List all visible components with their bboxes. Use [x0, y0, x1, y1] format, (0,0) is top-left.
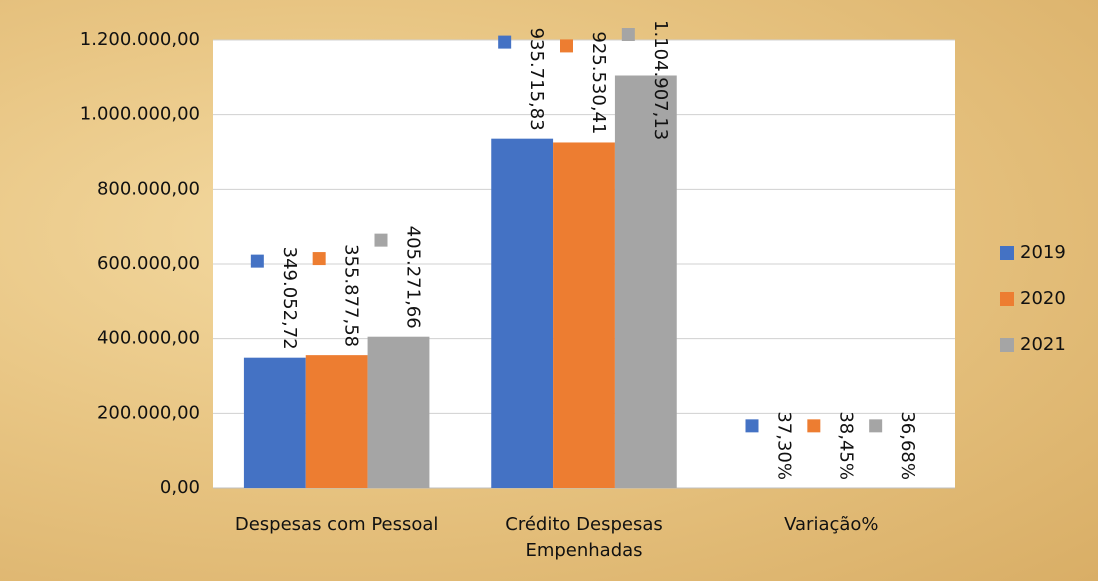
data-label: 349.052,72 — [279, 247, 300, 350]
legend-label: 2020 — [1020, 288, 1066, 309]
legend-key — [1000, 338, 1014, 352]
data-label-key — [807, 419, 821, 433]
y-tick-label: 200.000,00 — [97, 402, 200, 423]
legend-label: 2019 — [1020, 242, 1066, 263]
data-label-key — [745, 419, 759, 433]
y-tick-label: 400.000,00 — [97, 328, 200, 349]
data-label: 1.104.907,13 — [650, 20, 671, 140]
data-label: 405.271,66 — [403, 226, 424, 329]
data-label: 36,68% — [897, 411, 918, 480]
y-tick-label: 800.000,00 — [97, 178, 200, 199]
data-label-key — [621, 28, 635, 41]
data-label-key — [312, 252, 326, 266]
bar — [614, 75, 677, 488]
bar — [367, 336, 430, 488]
x-tick-label: Crédito Despesas Empenhadas — [505, 514, 663, 561]
data-label-key — [250, 254, 264, 268]
y-tick-label: 600.000,00 — [97, 253, 200, 274]
y-tick-label: 0,00 — [160, 477, 200, 498]
data-label: 925.530,41 — [588, 31, 609, 134]
legend-key — [1000, 292, 1014, 306]
legend-label: 2021 — [1020, 334, 1066, 355]
y-tick-label: 1.000.000,00 — [80, 104, 200, 125]
y-tick-label: 1.200.000,00 — [80, 29, 200, 50]
data-label: 935.715,83 — [526, 28, 547, 131]
x-tick-label: Despesas com Pessoal — [234, 514, 439, 535]
data-label-key — [498, 35, 512, 49]
data-label: 37,30% — [774, 411, 795, 480]
data-label-key — [869, 419, 883, 433]
data-label-key — [560, 39, 573, 53]
bar — [243, 357, 306, 488]
legend-key — [1000, 246, 1014, 260]
data-label: 355.877,58 — [341, 244, 362, 347]
bar — [553, 142, 615, 489]
x-tick-label: Variação% — [784, 514, 879, 535]
data-label-key — [374, 233, 388, 247]
data-label: 38,45% — [835, 411, 856, 480]
bar — [491, 138, 554, 489]
bar — [305, 355, 368, 488]
